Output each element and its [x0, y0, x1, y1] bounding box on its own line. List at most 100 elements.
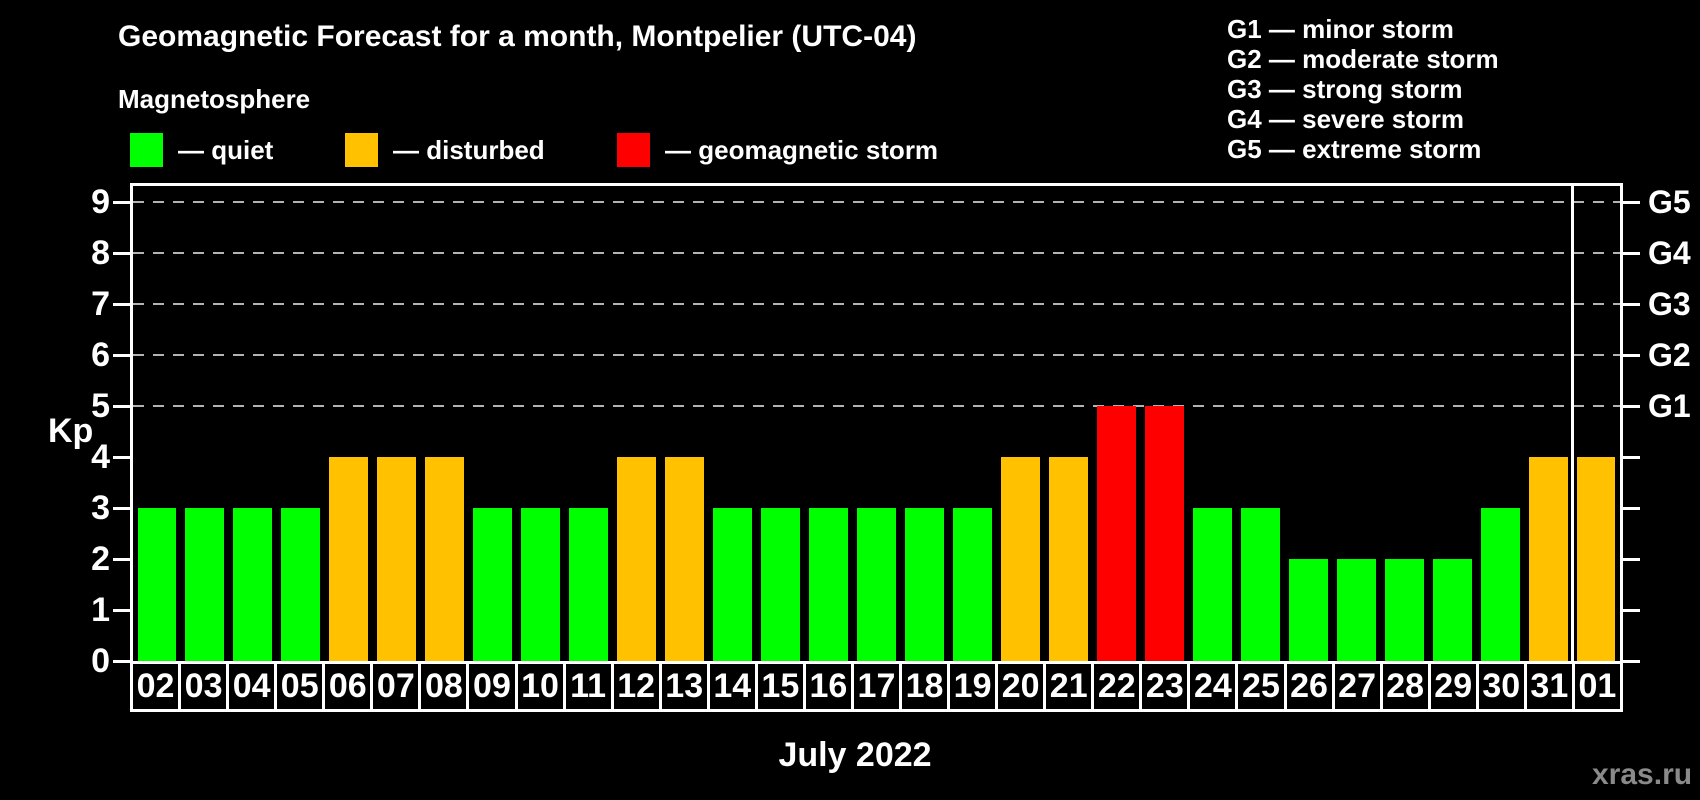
bar-day-16: [809, 508, 848, 661]
day-label-15: 15: [758, 664, 806, 709]
bar-day-27: [1336, 559, 1376, 661]
month-caption: July 2022: [778, 736, 932, 774]
right-axis-tick-1: [1623, 608, 1640, 612]
y-axis-title-kp: Kp: [48, 412, 94, 450]
day-label-29: 29: [1431, 664, 1479, 709]
gridline-kp8: [133, 252, 1620, 254]
y-axis-tick-label-3: 3: [91, 489, 110, 527]
day-label-05: 05: [277, 664, 326, 709]
day-label-31: 31: [1527, 664, 1575, 709]
storm-scale-legend: G1 — minor storm G2 — moderate storm G3 …: [1227, 14, 1499, 164]
day-label-24: 24: [1190, 664, 1239, 709]
bar-day-22: [1096, 406, 1136, 661]
disturbed-color-swatch: [345, 133, 378, 167]
x-axis-day-labels: 02 03 04 05 06 07 08 09 10 11 12 13 14 15 16 17 18 19 20 21…: [130, 664, 1623, 712]
day-label-18: 18: [902, 664, 951, 709]
gridline-kp7: [133, 303, 1620, 305]
right-axis-tick-3: [1623, 506, 1640, 510]
y-axis-tick-4: [113, 455, 130, 459]
legend-label-geomagnetic-storm: — geomagnetic storm: [665, 134, 939, 165]
legend-label-quiet: — quiet: [178, 134, 274, 165]
day-label-04: 04: [229, 664, 278, 709]
bar-day-20: [1000, 457, 1040, 661]
y-axis-tick-label-6: 6: [91, 336, 110, 374]
day-label-25: 25: [1238, 664, 1287, 709]
y-axis-tick-7: [113, 302, 130, 306]
legend-item-disturbed: — disturbed: [345, 133, 545, 167]
day-label-20: 20: [998, 664, 1047, 709]
bar-day-06: [329, 457, 369, 661]
day-label-09: 09: [469, 664, 518, 709]
day-label-13: 13: [662, 664, 710, 709]
day-label-14: 14: [710, 664, 758, 709]
geomagnetic-storm-color-swatch: [617, 133, 650, 167]
g-scale-label-g1: G1: [1648, 388, 1691, 424]
day-label-11: 11: [566, 664, 614, 709]
bar-day-08: [425, 457, 465, 661]
bar-day-28: [1384, 559, 1424, 661]
day-label-06: 06: [325, 664, 374, 709]
day-label-27: 27: [1335, 664, 1383, 709]
right-axis-tick-4: [1623, 455, 1640, 459]
bar-day-29: [1432, 559, 1472, 661]
chart-title: Geomagnetic Forecast for a month, Montpe…: [118, 20, 917, 53]
right-axis-tick-8: [1623, 251, 1640, 255]
right-axis-tick-5: [1623, 404, 1640, 408]
g-scale-label-g2: G2: [1648, 337, 1691, 373]
bar-day-23: [1144, 406, 1184, 661]
bar-day-26: [1288, 559, 1328, 661]
right-axis-tick-2: [1623, 557, 1640, 561]
storm-scale-item-g3: G3 — strong storm: [1227, 74, 1463, 104]
bar-day-31: [1528, 457, 1568, 661]
y-axis-tick-0: [113, 659, 130, 663]
bar-day-11: [569, 508, 609, 661]
legend-item-quiet: — quiet: [130, 133, 273, 167]
day-label-02: 02: [133, 664, 182, 709]
day-label-19: 19: [950, 664, 999, 709]
legend-item-geomagnetic-storm: — geomagnetic storm: [617, 133, 938, 167]
magnetosphere-label: Magnetosphere: [118, 84, 311, 114]
day-label-07: 07: [373, 664, 422, 709]
y-axis-tick-label-0: 0: [91, 642, 110, 680]
g-scale-label-g3: G3: [1648, 286, 1691, 322]
bar-day-17: [857, 508, 896, 661]
bar-day-18: [904, 508, 944, 661]
day-label-26: 26: [1287, 664, 1335, 709]
storm-scale-item-g2: G2 — moderate storm: [1227, 44, 1499, 74]
bar-day-24: [1192, 508, 1232, 661]
day-label-01: 01: [1578, 667, 1617, 705]
day-label-23: 23: [1142, 664, 1191, 709]
bar-day-14: [713, 508, 753, 661]
day-label-28: 28: [1383, 664, 1431, 709]
bar-day-12: [617, 457, 657, 661]
bar-day-15: [761, 508, 801, 661]
day-label-22: 22: [1094, 664, 1143, 709]
storm-scale-item-g1: G1 — minor storm: [1227, 14, 1454, 44]
bar-day-19: [952, 508, 992, 661]
y-axis-tick-6: [113, 353, 130, 357]
g-scale-label-g4: G4: [1648, 235, 1691, 271]
y-axis-tick-9: [113, 200, 130, 204]
bar-day-04: [233, 508, 273, 661]
bar-day-01: [1576, 457, 1616, 661]
legend-label-disturbed: — disturbed: [393, 134, 545, 165]
day-label-10: 10: [518, 664, 566, 709]
day-label-21: 21: [1046, 664, 1095, 709]
xras-watermark: xras.ru: [1592, 758, 1693, 791]
plot-area: [130, 183, 1623, 664]
right-axis-tick-7: [1623, 302, 1640, 306]
bar-day-21: [1048, 457, 1088, 661]
day-label-16: 16: [806, 664, 854, 709]
y-axis-tick-label-8: 8: [91, 234, 110, 272]
y-axis-tick-8: [113, 251, 130, 255]
y-axis-tick-label-2: 2: [91, 540, 110, 578]
right-axis-tick-0: [1623, 659, 1640, 663]
gridline-kp5: [133, 405, 1620, 407]
y-axis-tick-1: [113, 608, 130, 612]
bar-day-05: [281, 508, 321, 661]
bar-day-25: [1240, 508, 1280, 661]
bar-day-13: [665, 457, 705, 661]
day-label-30: 30: [1479, 664, 1527, 709]
day-label-08: 08: [421, 664, 470, 709]
gridline-kp6: [133, 354, 1620, 356]
